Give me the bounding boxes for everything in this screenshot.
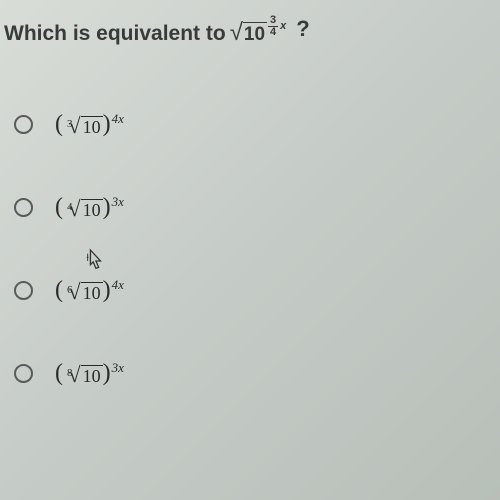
option-d[interactable]: ( 8 √ 10 ) 3x [14,360,500,387]
radical-icon: √ [69,362,81,388]
radical-icon: √ [69,279,81,305]
option-expression: ( 3 √ 10 ) 4x [55,111,123,138]
radio-icon[interactable] [14,281,33,300]
radicand: 10 [243,22,267,46]
open-paren: ( [55,277,63,304]
close-paren: ) [103,360,111,387]
base-value: 10 [244,24,265,46]
option-expression: ( 8 √ 10 ) 3x [55,360,123,387]
close-paren: ) [103,194,111,221]
option-a[interactable]: ( 3 √ 10 ) 4x [14,111,500,138]
question-mark: ? [296,16,309,42]
question-prefix: Which is equivalent to [4,22,226,46]
close-paren: ) [103,277,111,304]
open-paren: ( [55,194,63,221]
radio-icon[interactable] [14,115,33,134]
radio-icon[interactable] [14,364,33,383]
quiz-page: Which is equivalent to √ 10 3 4 x ? ( 3 … [0,0,500,500]
exponent-fraction: 3 4 [268,15,278,38]
radicand: 10 [81,116,103,138]
exp-denominator: 4 [268,27,278,38]
open-paren: ( [55,360,63,387]
option-c[interactable]: ( 6 √ 10 ) 4x [14,277,500,304]
open-paren: ( [55,111,63,138]
radicand: 10 [81,199,103,221]
question-text: Which is equivalent to √ 10 3 4 x ? [0,0,500,46]
radicand: 10 [81,365,103,387]
exp-variable: x [280,20,286,32]
outer-exponent: 4x [112,111,124,127]
radical-icon: √ [230,19,243,47]
close-paren: ) [103,111,111,138]
question-expression: √ 10 3 4 x [230,18,287,46]
radical-icon: √ [69,113,81,139]
option-b[interactable]: ( 4 √ 10 ) 3x [14,194,500,221]
option-expression: ( 6 √ 10 ) 4x [55,277,123,304]
outer-exponent: 3x [112,360,124,376]
option-expression: ( 4 √ 10 ) 3x [55,194,123,221]
outer-exponent: 4x [112,277,124,293]
outer-exponent: 3x [112,194,124,210]
radio-icon[interactable] [14,198,33,217]
radicand: 10 [81,282,103,304]
options-list: ( 3 √ 10 ) 4x ( 4 √ 10 ) 3x ( 6 [0,111,500,387]
radical-icon: √ [69,196,81,222]
